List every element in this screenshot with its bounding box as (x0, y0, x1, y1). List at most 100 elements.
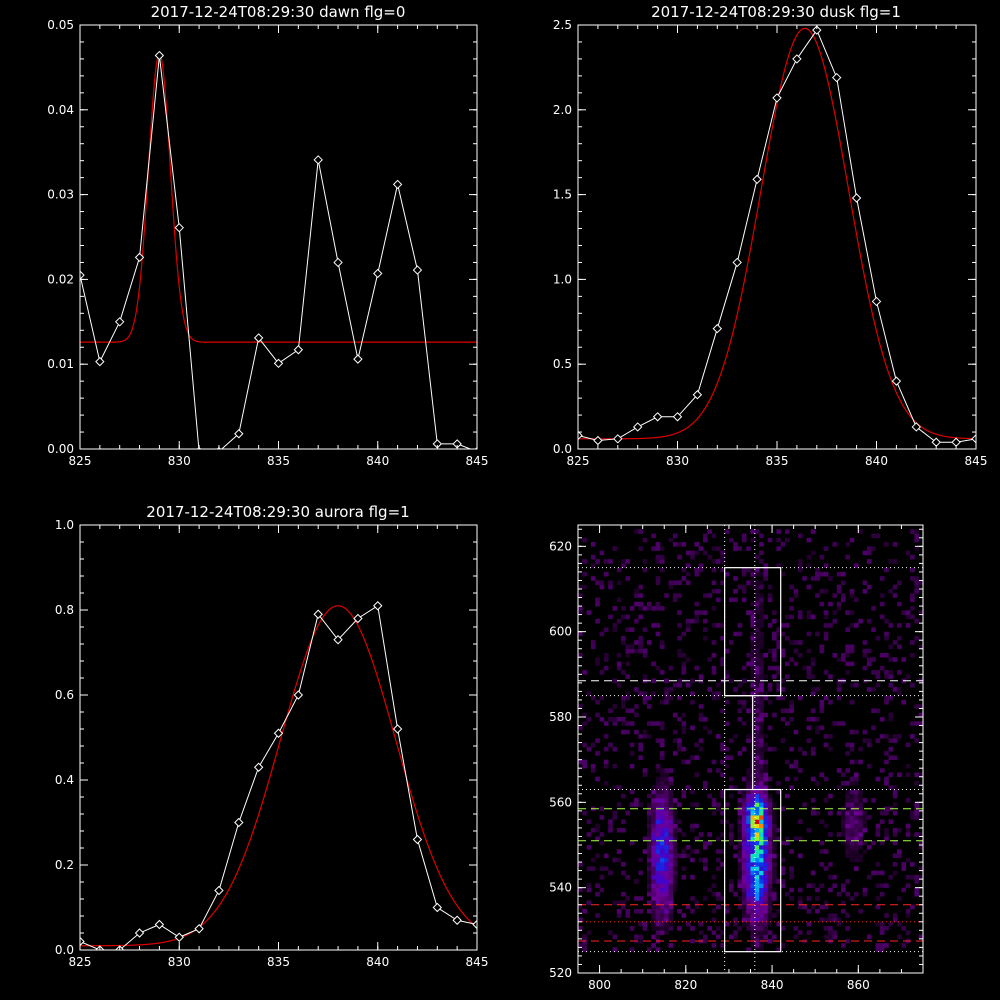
pixel (759, 755, 764, 760)
pixel (728, 823, 734, 829)
pixel (681, 665, 687, 671)
pixel (642, 653, 648, 658)
pixel (797, 930, 803, 935)
pixel (647, 721, 652, 726)
pixel (823, 917, 829, 923)
pixel (836, 891, 842, 897)
pixel (759, 862, 764, 867)
pixel (746, 840, 751, 846)
pixel (797, 746, 803, 752)
pixel (759, 571, 764, 577)
pixel (681, 789, 687, 795)
pixel (703, 537, 708, 543)
pixel (741, 589, 747, 594)
pixel (884, 670, 889, 675)
pixel (754, 691, 760, 696)
pixel (664, 802, 669, 807)
pixel (767, 862, 773, 867)
pixel (668, 921, 674, 927)
pixel (634, 896, 639, 901)
pixel (616, 580, 622, 586)
pixel (750, 635, 756, 641)
pixel (733, 930, 738, 935)
pixel (711, 943, 717, 948)
pixel (672, 887, 678, 893)
pixel (759, 930, 764, 935)
pixel (845, 827, 850, 833)
pixel (815, 887, 820, 893)
dusk-data-point (632, 422, 643, 432)
pixel (884, 759, 889, 765)
pixel (659, 845, 665, 850)
pixel (582, 943, 587, 948)
pixel (754, 648, 760, 654)
pixel (759, 653, 764, 658)
pixel (612, 900, 618, 906)
pixel (910, 614, 915, 620)
pixel (746, 874, 751, 880)
aurora-xtick-label: 830 (168, 955, 191, 969)
dawn-ytick-label: 0.03 (47, 188, 74, 202)
pixel (785, 708, 790, 714)
aurora-fit-curve (80, 605, 477, 947)
pixel (737, 631, 743, 637)
pixel (638, 921, 643, 927)
pixel (638, 938, 643, 944)
pixel (841, 653, 846, 658)
pixel (772, 665, 777, 671)
dusk-data-point (971, 434, 976, 444)
pixel (741, 883, 747, 888)
pixel (754, 832, 760, 837)
pixel (668, 823, 674, 829)
pixel (750, 819, 756, 824)
pixel (599, 717, 605, 722)
pixel (759, 853, 764, 859)
pixel (672, 849, 678, 854)
pixel (625, 909, 631, 914)
pixel (832, 913, 838, 918)
pixel (759, 772, 764, 778)
pixel (841, 772, 846, 778)
pixel (750, 567, 756, 573)
pixel (832, 593, 838, 598)
pixel (879, 883, 885, 888)
pixel (737, 789, 743, 795)
pixel (806, 584, 812, 590)
pixel (767, 823, 773, 829)
pixel (746, 926, 751, 931)
pixel (690, 849, 695, 854)
pixel (862, 891, 868, 897)
pixel (582, 571, 587, 577)
pixel (655, 874, 661, 880)
pixel (780, 623, 786, 628)
pixel (737, 798, 743, 803)
pixel (741, 900, 747, 906)
pixel (634, 729, 639, 735)
pixel (892, 802, 898, 807)
pixel (629, 742, 635, 748)
pixel (629, 644, 635, 650)
pixel (728, 738, 734, 743)
pixel (836, 606, 842, 611)
pixel (668, 584, 674, 590)
pixel (707, 926, 712, 931)
pixel (716, 896, 721, 901)
pixel (677, 580, 682, 586)
pixel (806, 738, 812, 743)
pixel (849, 729, 855, 735)
pixel (845, 819, 850, 824)
pixel (629, 648, 635, 654)
pixel (694, 836, 700, 842)
pixel (672, 533, 678, 539)
pixel (711, 798, 717, 803)
pixel (754, 751, 760, 756)
pixel (750, 584, 756, 590)
pixel (763, 849, 769, 854)
pixel (668, 768, 674, 773)
pixel (754, 806, 760, 812)
pixel (854, 815, 859, 820)
pixel (668, 909, 674, 914)
pixel (759, 810, 764, 816)
pixel (629, 926, 635, 931)
pixel (772, 631, 777, 637)
